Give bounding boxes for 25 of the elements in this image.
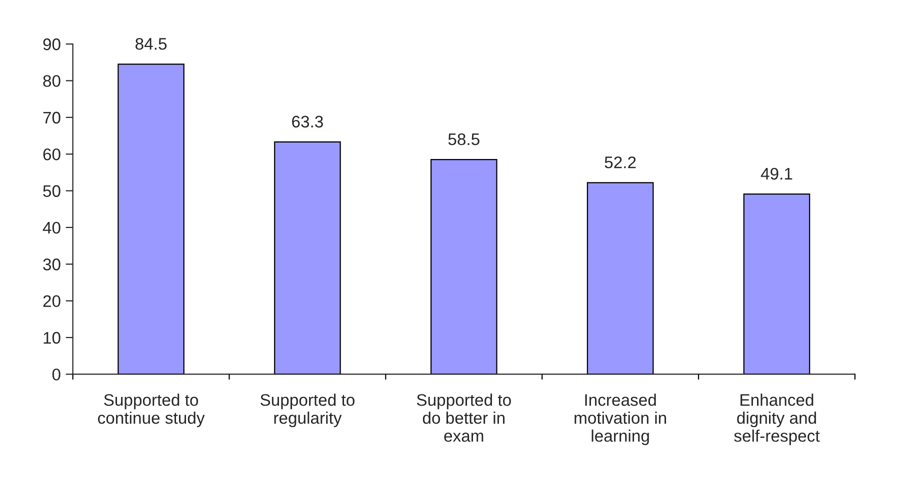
y-tick-label: 10 <box>44 332 60 344</box>
y-tick-label: 70 <box>43 112 60 124</box>
x-tick-label: Supported to continue study <box>98 394 205 428</box>
y-tick-label: 20 <box>43 295 60 308</box>
x-tick-label: Increased motivation in learning <box>574 394 666 446</box>
data-label: 52.2 <box>604 156 636 168</box>
y-tick-label: 40 <box>42 222 60 234</box>
bar <box>118 64 184 374</box>
x-tick-label: Supported to do better in exam <box>416 394 511 442</box>
data-label: 63.3 <box>292 116 323 128</box>
y-tick-label: 0 <box>52 368 60 380</box>
x-tick-label: Enhanced dignity and self-respect <box>734 394 820 446</box>
bar <box>274 141 341 374</box>
bar <box>586 182 654 374</box>
data-label: 58.5 <box>448 133 480 146</box>
data-label: 84.5 <box>136 38 167 50</box>
y-tick-label: 60 <box>43 148 60 160</box>
y-tick-label: 50 <box>43 185 60 197</box>
y-tick-label: 30 <box>43 258 60 270</box>
y-tick-label: 80 <box>43 75 60 87</box>
data-label: 49.1 <box>760 168 792 180</box>
bar <box>430 159 498 374</box>
bar <box>743 194 810 374</box>
x-tick-label: Supported to regularity <box>260 394 354 428</box>
y-tick-label: 90 <box>43 38 60 50</box>
